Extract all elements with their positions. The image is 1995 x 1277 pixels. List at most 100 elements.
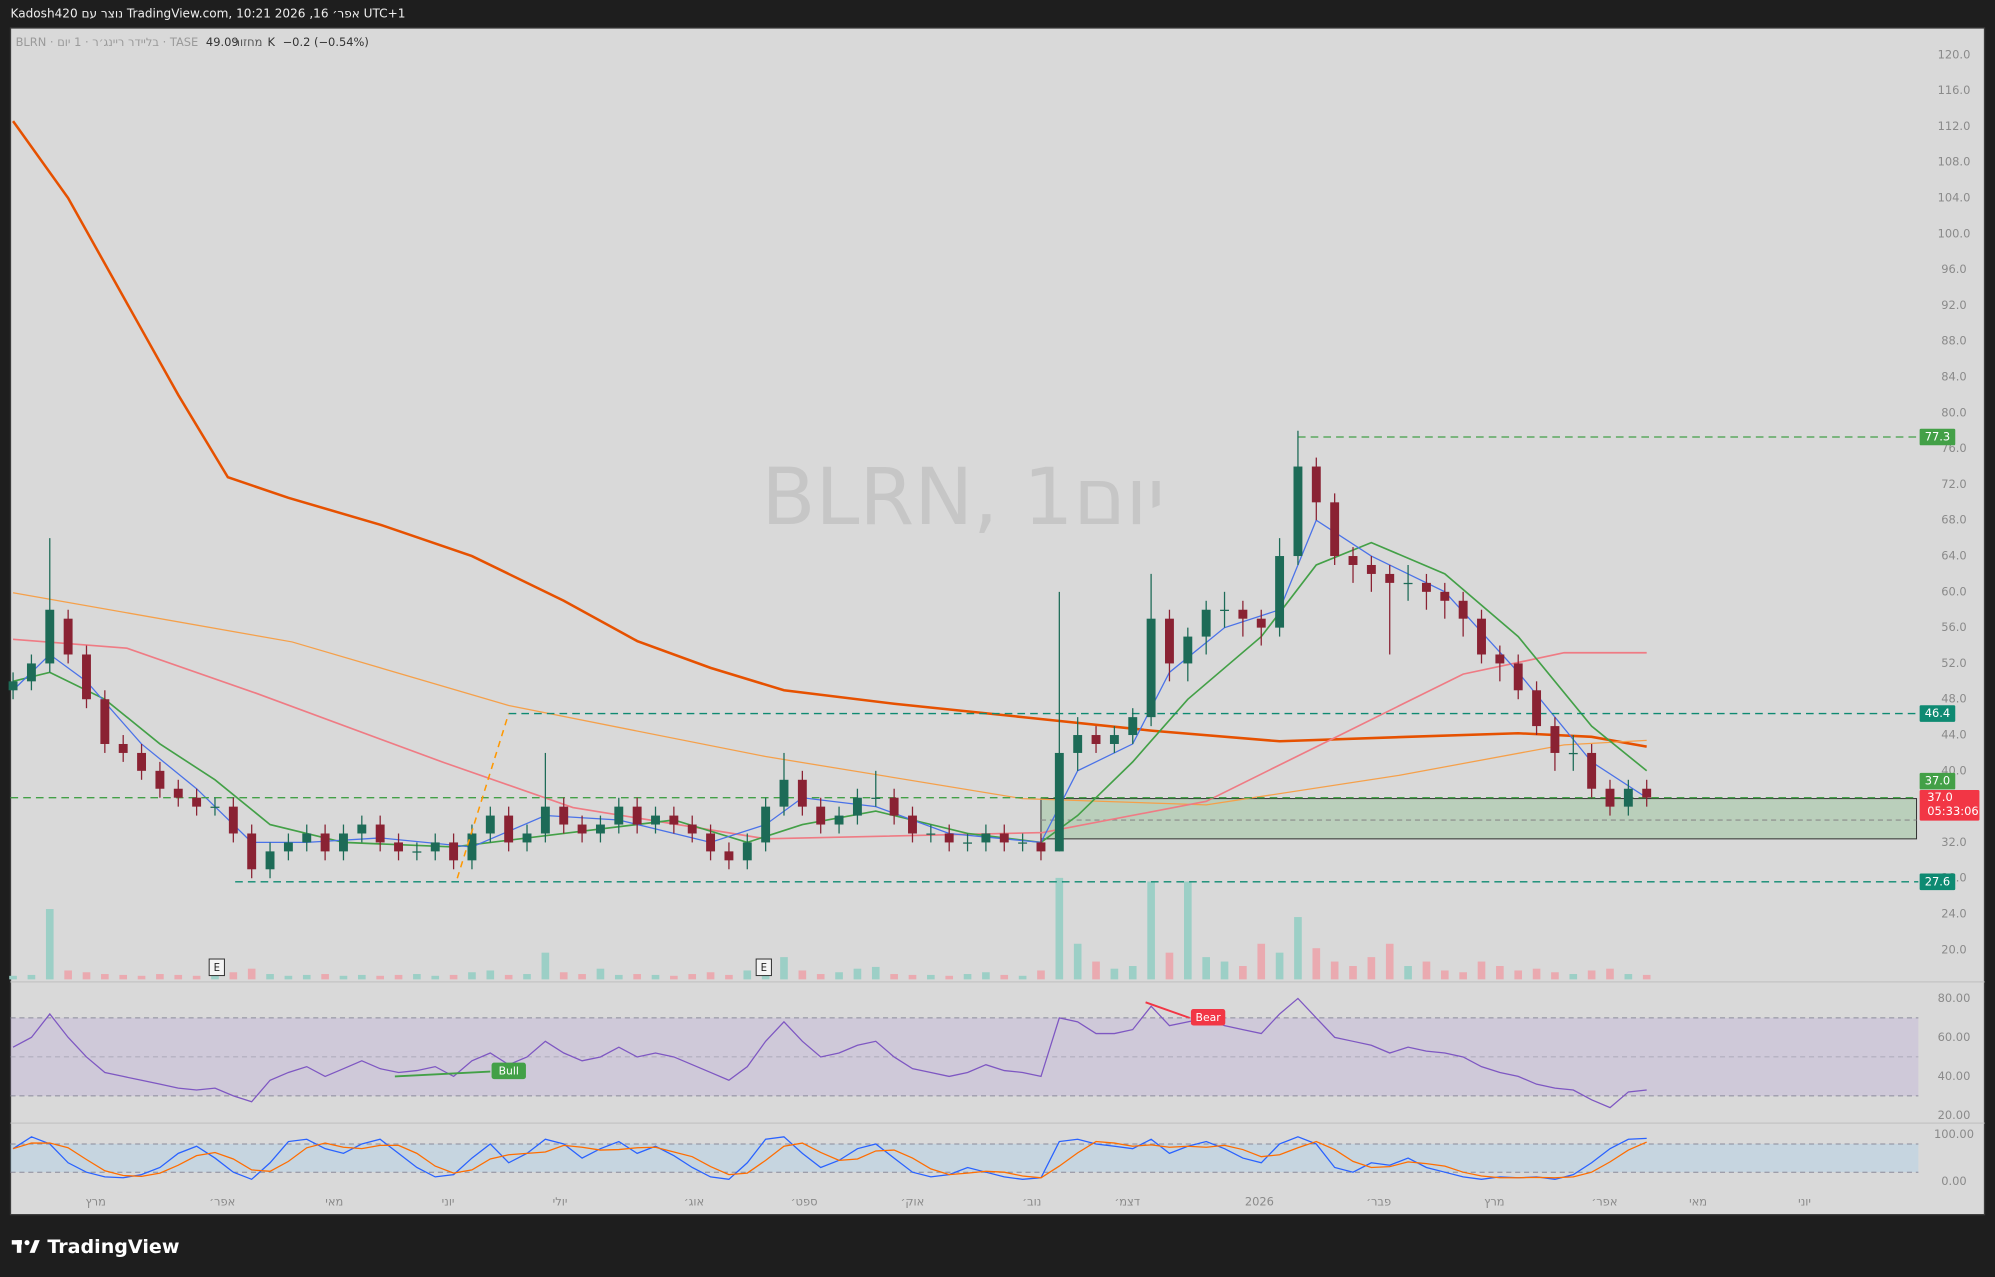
volume-bar: [1294, 917, 1302, 980]
x-tick-label: אפר׳: [1591, 1194, 1617, 1208]
logo-part: [24, 1240, 30, 1246]
candle-body: [26, 663, 36, 682]
volume-bar: [376, 975, 384, 980]
y-tick-label: 104.0: [1938, 191, 1971, 205]
brand: TradingView: [47, 1236, 179, 1258]
volume-bar: [1147, 881, 1155, 980]
divergence-line: [1145, 1001, 1190, 1019]
candle-body: [467, 833, 477, 861]
x-tick-label: נוב׳: [1022, 1194, 1041, 1208]
event-label: E: [761, 963, 767, 974]
volume-bar: [559, 972, 568, 980]
candle-body: [1366, 564, 1376, 574]
volume-bar: [1018, 975, 1027, 980]
candle-body: [944, 833, 954, 843]
y-tick-label: 116.0: [1938, 83, 1971, 97]
volume-bar: [578, 974, 586, 980]
volume-bar: [1092, 961, 1100, 980]
y-tick-label: 20.0: [1941, 942, 1966, 956]
candle-body: [724, 851, 734, 861]
candle-body: [1330, 502, 1340, 557]
change: −0.2 (−0.54%): [283, 34, 369, 48]
volume-bar: [211, 974, 219, 980]
candle-body: [687, 824, 697, 834]
y-tick-label: 112.0: [1938, 119, 1971, 133]
logo: TradingView: [11, 1236, 179, 1258]
x-tick-label: מאי: [1689, 1194, 1707, 1208]
candle-body: [1550, 726, 1560, 753]
volume-bar: [302, 974, 311, 980]
indicator-line: [12, 997, 1647, 1109]
x-tick-label: ספט׳: [791, 1194, 818, 1208]
candle-body: [1128, 717, 1138, 736]
volume-bar: [1275, 952, 1284, 980]
candle-body: [485, 815, 495, 834]
volume-bar: [890, 974, 898, 980]
candle-body: [302, 833, 312, 843]
candle-body: [1183, 636, 1193, 664]
volume-bar: [284, 975, 293, 980]
candle-body: [999, 833, 1009, 843]
volume-bar: [45, 909, 54, 980]
candle-body: [1073, 735, 1083, 753]
candle-body: [1036, 842, 1046, 852]
candle-body: [1238, 609, 1248, 619]
y-tick-label: 24.0: [1941, 907, 1966, 921]
volume-bar: [871, 966, 880, 980]
candle-body: [1165, 618, 1174, 664]
volume-bar: [101, 974, 109, 980]
candle-body: [1421, 582, 1431, 592]
y-tick-label: 64.0: [1941, 549, 1966, 563]
volume-bar: [982, 972, 990, 980]
y-tick-label: 96.0: [1941, 262, 1966, 276]
candle-body: [210, 806, 220, 808]
y-tick-label: 84.0: [1941, 370, 1966, 384]
candle-body: [1458, 600, 1468, 619]
volume-bar: [9, 975, 17, 980]
candle-body: [1018, 842, 1028, 844]
candle-body: [1293, 466, 1303, 557]
volume-bar: [1642, 974, 1651, 980]
candle-body: [118, 743, 128, 753]
candle-body: [1532, 690, 1542, 727]
candle-body: [1642, 788, 1652, 798]
candle-body: [559, 806, 569, 825]
volume-bar: [137, 975, 146, 980]
moving-average: [12, 541, 1648, 848]
volume-bar: [945, 975, 954, 980]
candle-body: [1146, 618, 1156, 718]
level-label-box: [1919, 428, 1956, 446]
y-tick-label: 100.0: [1938, 226, 1971, 240]
volume-bar: [413, 974, 421, 980]
divergence-line: [394, 1070, 491, 1078]
candle-body: [852, 797, 862, 816]
y-tick-label: 120.0: [1938, 47, 1971, 61]
volume-bar: [119, 974, 128, 980]
candle-body: [265, 851, 275, 870]
level-label-box: [1919, 705, 1956, 722]
candle-body: [1477, 618, 1486, 655]
legend: BLRN · בליידר ריינג׳ר · 1 יום · TASE מחזו…: [16, 34, 369, 48]
watermark: BLRN, 1יום: [761, 451, 1165, 543]
volume-bar: [1587, 970, 1596, 980]
y-tick-label: 32.0: [1941, 835, 1966, 849]
volume-label: מחזור: [234, 34, 263, 48]
candle-body: [1091, 735, 1101, 744]
level-label: 46.4: [1925, 706, 1950, 720]
y-tick-label: 20.00: [1938, 1108, 1971, 1122]
x-tick-label: אפר׳: [209, 1194, 235, 1208]
countdown: 05:33:06: [1927, 804, 1978, 818]
y-tick-label: 80.0: [1941, 405, 1966, 419]
volume-bar: [835, 972, 843, 980]
volume-bar: [27, 974, 36, 980]
volume-bar: [670, 975, 678, 980]
level-label: 37.0: [1925, 774, 1950, 788]
x-tick-label: יולי: [553, 1194, 568, 1208]
volume-bar: [743, 970, 752, 980]
volume-bar: [1459, 972, 1467, 980]
volume-bar: [1037, 970, 1045, 980]
pane: 100.00 0.00: [10, 1127, 1974, 1188]
volume-bar: [64, 970, 72, 980]
y-tick-label: 60.00: [1938, 1030, 1971, 1044]
